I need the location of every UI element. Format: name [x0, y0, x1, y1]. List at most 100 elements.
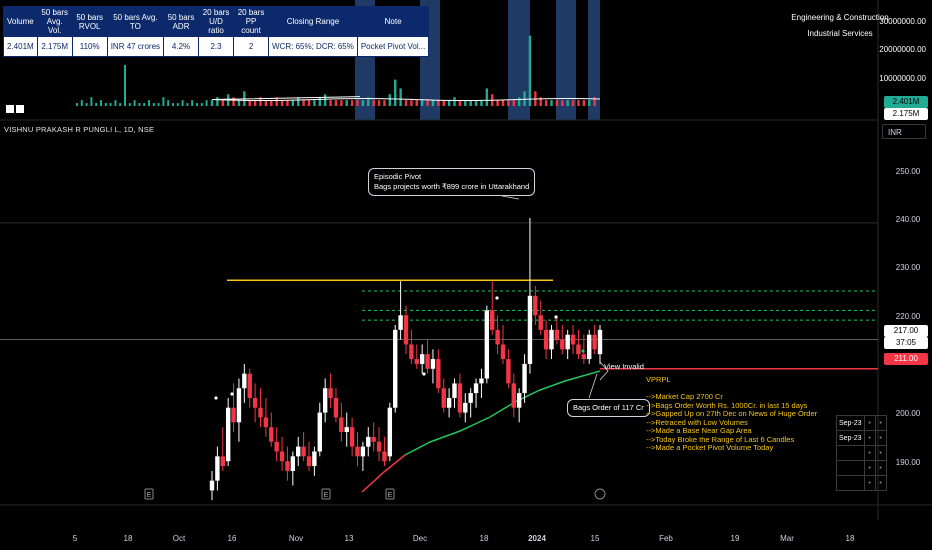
- time-tick: 5: [73, 534, 78, 543]
- candle-body: [554, 329, 560, 340]
- volume-bar: [221, 100, 224, 106]
- volume-bar: [345, 100, 348, 106]
- industry-label: Industrial Services: [807, 29, 873, 38]
- volume-bar: [237, 100, 241, 106]
- volume-bar: [372, 100, 375, 106]
- symbol-title: VISHNU PRAKASH R PUNGLI L, 1D, NSE: [4, 125, 155, 134]
- volume-bar: [420, 100, 424, 106]
- volume-bar: [210, 100, 214, 106]
- ma-red-segment: [361, 454, 406, 493]
- volume-bar: [383, 100, 386, 106]
- candle-body: [306, 456, 312, 467]
- volume-bar: [143, 103, 146, 106]
- highlight-band: [508, 0, 530, 120]
- candle-body: [403, 315, 409, 345]
- view-invalid-label[interactable]: View Invalid: [604, 362, 644, 371]
- volume-bar: [124, 64, 126, 106]
- candle-body: [398, 315, 403, 330]
- volume-bar: [480, 100, 483, 106]
- candle-body: [538, 315, 543, 330]
- volume-bar: [100, 100, 102, 106]
- dividend-marker-icon: [594, 488, 606, 500]
- volume-bar: [205, 100, 208, 106]
- price-tick: 240.00: [896, 215, 921, 224]
- vol-current-tag: 2.401M: [884, 96, 928, 108]
- volume-bar: [95, 103, 98, 106]
- candle-body: [371, 436, 376, 442]
- volume-bar: [566, 100, 569, 106]
- pivot-dot: [230, 392, 234, 396]
- table-header: 50 bars RVOL: [71, 6, 108, 37]
- price-tick: 190.00: [896, 458, 921, 467]
- annotation-line: -->Gapped Up on 27th Dec on News of Huge…: [646, 409, 818, 418]
- volume-bar: [200, 103, 203, 106]
- table-cell: WCR: 65%; DCR: 65%: [268, 36, 358, 57]
- candle-body: [290, 456, 296, 471]
- candle-body: [274, 441, 279, 452]
- table-header: Volume: [3, 6, 38, 37]
- volume-bar: [76, 103, 78, 106]
- volume-bar: [318, 97, 321, 106]
- candle-body: [495, 329, 500, 345]
- pivot-dot: [495, 296, 499, 300]
- candle-body: [301, 446, 306, 457]
- time-tick: Mar: [780, 534, 794, 543]
- volume-bar: [399, 88, 402, 106]
- time-tick: Feb: [659, 534, 673, 543]
- candle-body: [592, 334, 597, 350]
- annotation-line: -->Made a Pocket Pivot Volume Today: [646, 443, 774, 452]
- candle-body: [587, 334, 592, 360]
- candle-body: [285, 461, 290, 471]
- table-header: 50 bars Avg. Vol.: [36, 6, 73, 37]
- volume-bar: [496, 100, 499, 106]
- volume-bar: [340, 100, 343, 106]
- volume-bar: [270, 100, 273, 106]
- candle-body: [387, 407, 393, 457]
- view-invalid-pointer: [599, 361, 609, 381]
- volume-bar: [286, 100, 289, 106]
- candle-body: [296, 446, 301, 457]
- highlight-band: [588, 0, 600, 120]
- current-price-tag: 217.00: [884, 325, 928, 337]
- volume-bar: [431, 100, 435, 106]
- candle-body: [441, 388, 446, 408]
- volume-bar: [561, 100, 564, 106]
- pivot-dot: [554, 315, 558, 319]
- pivot-dot: [422, 372, 426, 376]
- earnings-marker-text: E: [324, 492, 329, 499]
- candle-body: [436, 359, 441, 389]
- time-tick: Nov: [289, 534, 303, 543]
- annotation-line: VPRPL: [646, 375, 671, 384]
- volume-bar: [329, 100, 332, 106]
- volume-bar: [350, 100, 354, 106]
- candle-body: [549, 329, 554, 350]
- candle-body: [484, 310, 490, 379]
- volume-bar: [313, 100, 316, 106]
- volume-bar: [248, 100, 251, 106]
- table-cell: INR 47 crores: [106, 36, 165, 57]
- candle-body: [479, 378, 484, 384]
- table-header: 50 bars Avg. TO: [106, 6, 165, 37]
- legend-squares[interactable]: [6, 100, 26, 118]
- candle-body: [414, 359, 419, 364]
- volume-bar: [528, 35, 532, 106]
- volume-bar: [361, 100, 365, 106]
- pivot-dot: [581, 349, 585, 353]
- stats-table: Volume 50 bars Avg. Vol. 50 bars RVOL 50 ba…: [3, 6, 430, 57]
- candle-body: [565, 334, 570, 350]
- currency-button[interactable]: INR: [882, 124, 926, 139]
- volume-bar: [588, 100, 591, 106]
- volume-bar: [275, 97, 278, 106]
- price-tick: 200.00: [896, 409, 921, 418]
- volume-bar: [550, 100, 553, 106]
- volume-bar: [307, 100, 311, 106]
- candle-body: [366, 436, 371, 447]
- volume-bar: [80, 100, 83, 106]
- candle-body: [490, 310, 495, 330]
- candle-body: [560, 339, 565, 350]
- time-tick: 18: [124, 534, 133, 543]
- volume-bar: [114, 100, 117, 106]
- volume-bar: [85, 103, 88, 106]
- candle-body: [263, 417, 269, 428]
